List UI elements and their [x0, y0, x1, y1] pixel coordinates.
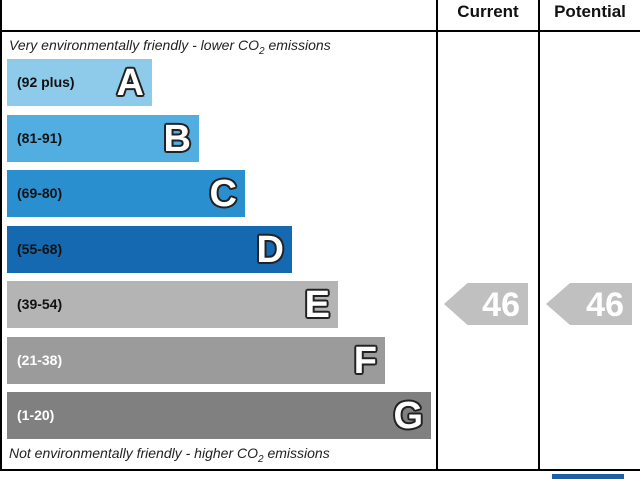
rating-band-range: (81-91) — [17, 130, 63, 146]
caption-bottom-o: O — [247, 445, 258, 461]
rating-band-letter: C — [209, 173, 237, 215]
blue-tab-decoration — [552, 474, 624, 479]
rating-band-range: (92 plus) — [17, 74, 75, 90]
divider-chart-current — [436, 0, 438, 471]
rating-band-a: (92 plus) A — [7, 59, 152, 106]
caption-bottom-text: Not environmentally friendly - higher C — [9, 445, 248, 461]
rating-band-f: (21-38) F — [7, 337, 385, 384]
rating-band-letter: D — [256, 229, 284, 271]
rating-band-letter: G — [393, 395, 423, 437]
caption-top-text: Very environmentally friendly - lower C — [9, 37, 249, 53]
potential-rating-arrow: 46 — [546, 283, 632, 325]
caption-top-subscript: 2 — [259, 45, 265, 57]
left-border — [0, 0, 2, 471]
rating-band-e: (39-54) E — [7, 281, 338, 328]
rating-band-letter: B — [163, 118, 191, 160]
rating-band-b: (81-91) B — [7, 115, 199, 162]
column-header-potential: Potential — [554, 2, 626, 21]
current-rating-value: 46 — [482, 286, 520, 324]
caption-top: Very environmentally friendly - lower CO… — [9, 37, 331, 57]
caption-bottom: Not environmentally friendly - higher CO… — [9, 445, 330, 465]
potential-rating-value: 46 — [586, 286, 624, 324]
rating-band-range: (1-20) — [17, 407, 55, 423]
rating-band-g: (1-20) G — [7, 392, 431, 439]
bottom-border — [0, 469, 640, 471]
rating-band-range: (55-68) — [17, 241, 63, 257]
rating-band-letter: A — [116, 62, 144, 104]
rating-band-d: (55-68) D — [7, 226, 292, 273]
rating-band-c: (69-80) C — [7, 170, 245, 217]
header-underline — [0, 30, 640, 32]
caption-bottom-end: emissions — [263, 445, 330, 461]
rating-band-range: (39-54) — [17, 296, 63, 312]
rating-band-range: (69-80) — [17, 185, 63, 201]
column-header-current: Current — [457, 2, 519, 21]
current-rating-arrow: 46 — [444, 283, 528, 325]
rating-band-range: (21-38) — [17, 352, 63, 368]
divider-current-potential — [538, 0, 540, 471]
rating-band-letter: E — [304, 284, 330, 326]
rating-band-letter: F — [353, 340, 377, 382]
caption-top-o: O — [248, 37, 260, 53]
caption-bottom-subscript: 2 — [258, 453, 264, 465]
caption-top-end: emissions — [264, 37, 331, 53]
